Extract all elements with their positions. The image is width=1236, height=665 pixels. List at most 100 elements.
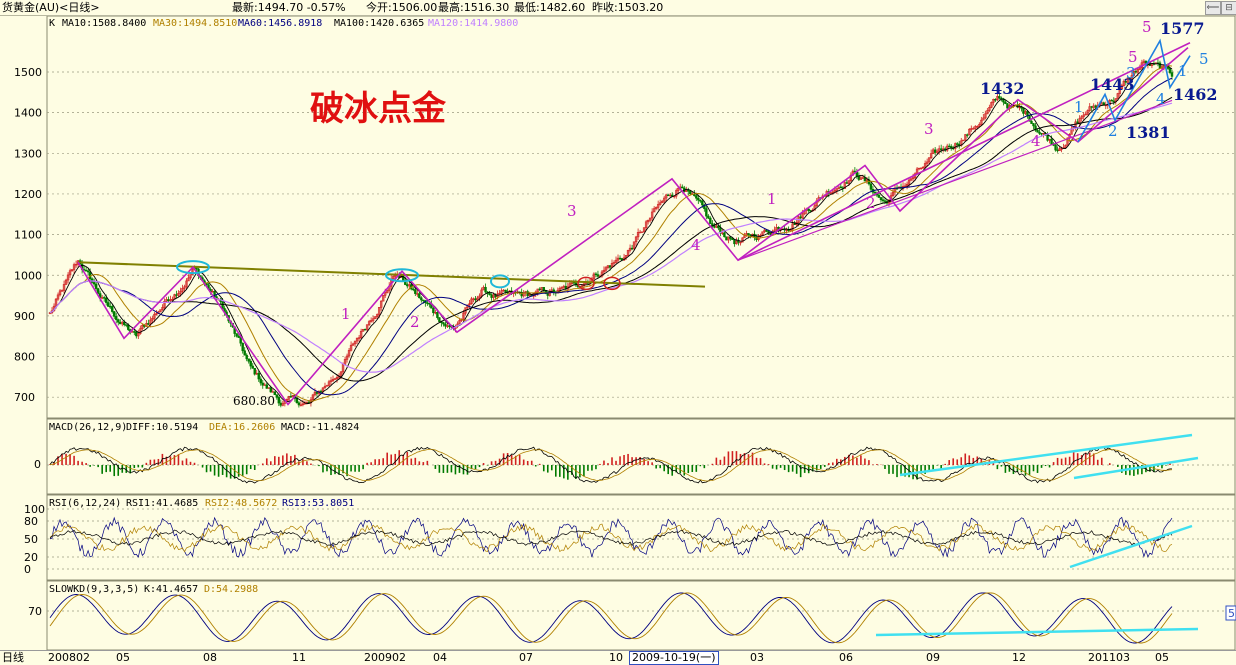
candle-body	[1022, 107, 1025, 114]
candle-body	[161, 307, 164, 311]
candle-body	[251, 365, 254, 369]
candle-body	[235, 333, 238, 337]
candle-body	[968, 129, 971, 136]
candle-body	[253, 367, 256, 375]
candle-body	[813, 205, 816, 211]
candle-body	[869, 183, 873, 190]
candle-body	[159, 309, 162, 313]
candle-body	[151, 317, 154, 321]
candle-body	[652, 208, 656, 213]
candle-body	[1034, 125, 1037, 131]
candle-body	[406, 284, 409, 287]
candle-body	[66, 274, 70, 281]
candle-body	[548, 291, 551, 296]
date-tick: 09	[926, 651, 940, 664]
candle-body	[905, 183, 909, 187]
candle-body	[259, 378, 262, 384]
candle-body	[504, 289, 507, 293]
rsi-line	[49, 529, 1173, 546]
date-tick: 04	[433, 651, 447, 664]
candle-body	[765, 229, 768, 232]
macd-diff-line	[49, 446, 1172, 484]
candle-body	[1086, 110, 1089, 115]
macd-dea-line	[49, 449, 1173, 482]
candle-body	[799, 216, 802, 219]
candle-body	[725, 236, 728, 241]
candle-body	[257, 372, 260, 380]
candle-body	[281, 403, 285, 406]
ma120-legend: MA120:1414.9800	[428, 18, 518, 29]
candle-body	[662, 197, 666, 202]
candle-body	[269, 387, 272, 393]
period-label[interactable]: 日线	[2, 651, 24, 664]
back-icon[interactable]: ⟸	[1205, 1, 1221, 15]
y-tick-label: 1500	[14, 66, 42, 79]
instrument-name[interactable]: 货黄金(AU)<日线>	[2, 1, 100, 14]
candle-body	[448, 325, 451, 327]
candle-body	[58, 290, 62, 296]
candle-body	[927, 157, 931, 163]
candle-body	[70, 269, 74, 271]
macd-label: MACD(26,12,9)	[49, 422, 127, 433]
kd-k: K:41.4657	[144, 584, 198, 595]
restore-icon[interactable]: ⊟	[1221, 1, 1236, 15]
candle-body	[1084, 113, 1087, 116]
y-tick-label: 900	[14, 310, 35, 323]
candle-body	[349, 344, 353, 351]
candle-body	[1116, 93, 1120, 99]
candle-body	[371, 318, 375, 321]
candle-body	[831, 191, 834, 194]
price-label: 1443	[1090, 75, 1135, 94]
candle-body	[1122, 81, 1126, 87]
panel-frame	[46, 16, 1236, 419]
candle-body	[935, 150, 939, 153]
candle-body	[634, 236, 638, 243]
candle-body	[420, 297, 423, 301]
kd-line	[49, 592, 1173, 644]
candle-body	[974, 126, 977, 129]
candle-body	[92, 282, 96, 285]
wave-label-purple: 5	[1142, 18, 1152, 36]
candle-body	[717, 225, 720, 229]
candle-body	[271, 391, 274, 393]
kd-d: D:54.2988	[204, 584, 258, 595]
candle-body	[183, 286, 186, 289]
wave-label-purple: 1	[341, 305, 351, 323]
candle-body	[115, 316, 118, 320]
candle-body	[939, 148, 943, 150]
candle-body	[664, 194, 668, 199]
wave-label-blue: 5	[1199, 50, 1209, 68]
candle-body	[62, 284, 66, 291]
candle-body	[412, 288, 415, 291]
candle-body	[709, 217, 712, 224]
wave-label-purple: 4	[1031, 132, 1041, 150]
candle-body	[123, 321, 126, 325]
candle-body	[241, 342, 244, 352]
candle-body	[642, 227, 646, 233]
rsi2-legend: RSI2:48.5672	[205, 498, 277, 509]
candle-body	[347, 350, 351, 357]
candle-body	[1046, 134, 1049, 141]
candle-body	[107, 302, 110, 307]
candle-body	[1032, 123, 1035, 127]
date-tick: 05	[116, 651, 130, 664]
y-tick-label: 1300	[14, 147, 42, 160]
candle-body	[646, 219, 650, 223]
right-badge-box[interactable]	[1225, 605, 1236, 621]
candle-body	[135, 331, 138, 337]
rsi-tick-label: 100	[24, 503, 45, 516]
candle-body	[612, 262, 616, 264]
candle-body	[64, 279, 68, 285]
price-label: 1381	[1126, 123, 1171, 142]
macd-zero-tick: 0	[34, 458, 41, 471]
candle-body	[237, 335, 240, 338]
price-label: 1462	[1173, 85, 1218, 104]
y-tick-label: 800	[14, 351, 35, 364]
right-badge[interactable]: 5	[1228, 607, 1235, 620]
candle-body	[386, 290, 389, 293]
candle-body	[733, 239, 736, 245]
candle-body	[133, 331, 136, 333]
candle-body	[739, 241, 742, 244]
selected-date[interactable]: 2009-10-19(一)	[629, 651, 719, 665]
